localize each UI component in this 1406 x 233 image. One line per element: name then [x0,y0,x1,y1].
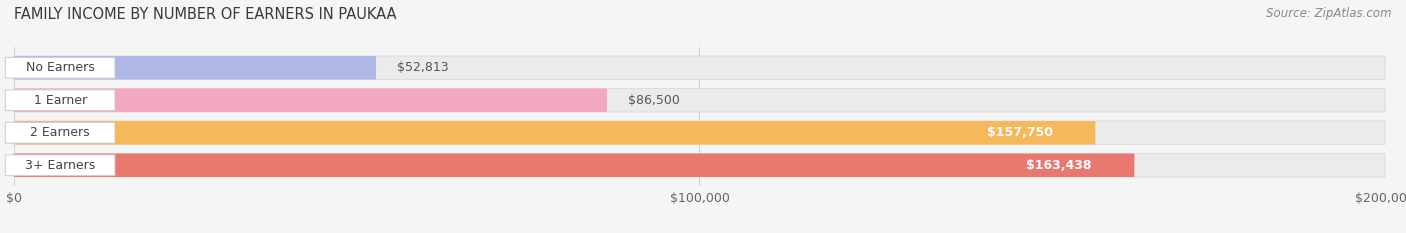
Text: No Earners: No Earners [25,61,94,74]
Text: $157,750: $157,750 [987,126,1053,139]
FancyBboxPatch shape [1018,156,1099,175]
FancyBboxPatch shape [6,155,115,176]
Text: Source: ZipAtlas.com: Source: ZipAtlas.com [1267,7,1392,20]
Text: $86,500: $86,500 [627,94,679,107]
Text: 2 Earners: 2 Earners [31,126,90,139]
FancyBboxPatch shape [14,89,607,112]
FancyBboxPatch shape [14,154,1135,177]
Text: 1 Earner: 1 Earner [34,94,87,107]
Text: FAMILY INCOME BY NUMBER OF EARNERS IN PAUKAA: FAMILY INCOME BY NUMBER OF EARNERS IN PA… [14,7,396,22]
FancyBboxPatch shape [14,154,1385,177]
Text: $52,813: $52,813 [396,61,449,74]
FancyBboxPatch shape [6,122,115,143]
FancyBboxPatch shape [6,90,115,111]
FancyBboxPatch shape [14,56,1385,79]
Text: 3+ Earners: 3+ Earners [25,159,96,172]
FancyBboxPatch shape [6,57,115,78]
FancyBboxPatch shape [14,89,1385,112]
FancyBboxPatch shape [979,123,1062,142]
Text: $163,438: $163,438 [1026,159,1091,172]
FancyBboxPatch shape [14,56,375,79]
FancyBboxPatch shape [14,121,1095,144]
FancyBboxPatch shape [14,121,1385,144]
